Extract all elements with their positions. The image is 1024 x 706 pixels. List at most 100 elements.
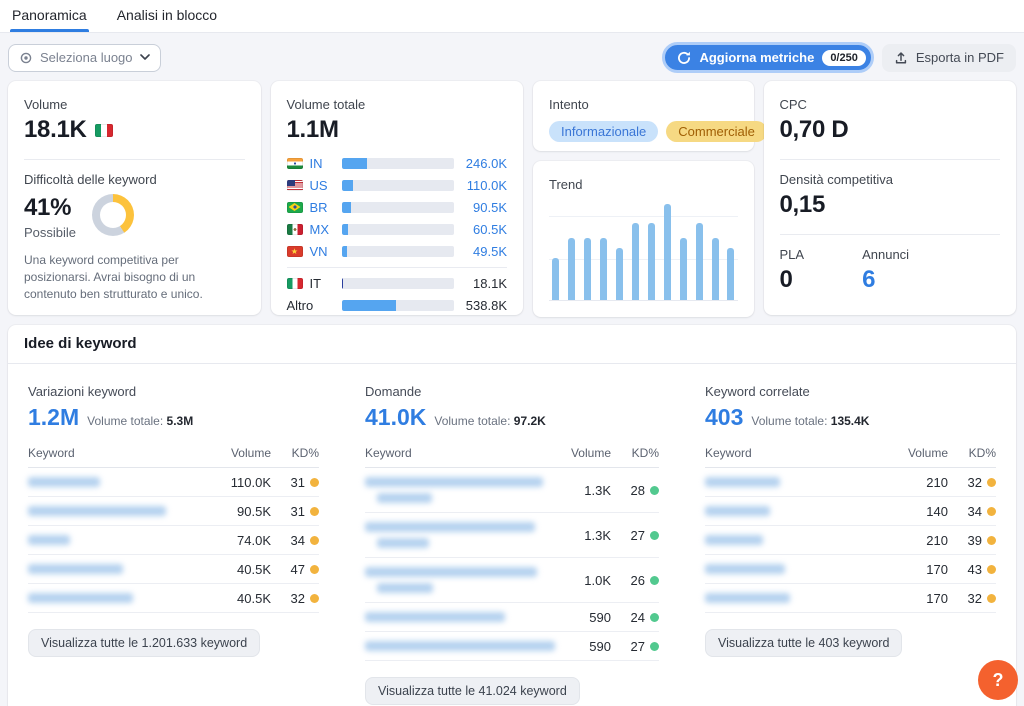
keyword-total-volume: Volume totale: 97.2K <box>434 414 545 428</box>
country-code: Altro <box>287 298 342 313</box>
column-header-kd: KD% <box>271 446 319 460</box>
blurred-keyword-link[interactable] <box>365 632 555 660</box>
kd-dot-icon <box>987 565 996 574</box>
cpc-value: 0,70 D <box>780 116 849 144</box>
blurred-keyword-link[interactable] <box>705 584 892 612</box>
keyword-count-link[interactable]: 41.0K <box>365 404 426 431</box>
divider <box>780 234 1001 235</box>
keyword-kd: 27 <box>611 639 659 654</box>
blurred-keyword-link[interactable] <box>705 497 892 525</box>
volume-value: 18.1K <box>24 116 87 144</box>
kd-dot-icon <box>650 486 659 495</box>
keyword-volume: 40.5K <box>215 591 271 606</box>
trend-bar <box>680 238 687 300</box>
competitive-density-value: 0,15 <box>780 191 826 219</box>
tab-panoramica[interactable]: Panoramica <box>10 0 89 32</box>
country-volume-value[interactable]: 60.5K <box>473 222 507 237</box>
country-row: US 110.0K <box>287 174 508 196</box>
italy-flag-icon <box>95 124 113 137</box>
export-pdf-label: Esporta in PDF <box>916 50 1004 65</box>
keyword-volume: 90.5K <box>215 504 271 519</box>
blurred-keyword-link[interactable] <box>705 555 892 583</box>
tab-analisi-in-blocco[interactable]: Analisi in blocco <box>115 0 219 32</box>
country-row: BR 90.5K <box>287 196 508 218</box>
view-all-button[interactable]: Visualizza tutte le 403 keyword <box>705 629 902 657</box>
keyword-volume: 40.5K <box>215 562 271 577</box>
country-volume-bar <box>342 180 454 191</box>
keyword-row: 14034 <box>705 497 996 526</box>
location-select[interactable]: Seleziona luogo <box>8 44 161 72</box>
kd-dot-icon <box>310 565 319 574</box>
blurred-keyword-link[interactable] <box>28 497 215 525</box>
keyword-row: 74.0K34 <box>28 526 319 555</box>
intent-trend-column: Intento Informazionale Commerciale Trend <box>533 81 754 315</box>
blurred-keyword-link[interactable] <box>365 558 555 602</box>
keyword-difficulty-description: Una keyword competitiva per posizionarsi… <box>24 252 245 303</box>
location-select-label: Seleziona luogo <box>40 50 133 65</box>
keyword-column: Keyword correlate403Volume totale: 135.4… <box>705 384 996 657</box>
country-volume-value[interactable]: 49.5K <box>473 244 507 259</box>
column-header-volume: Volume <box>555 446 611 460</box>
keyword-difficulty-level: Possibile <box>24 225 76 240</box>
kd-donut-chart <box>92 194 134 236</box>
intent-badge-informational[interactable]: Informazionale <box>549 121 658 142</box>
keyword-count-link[interactable]: 1.2M <box>28 404 79 431</box>
country-row: IN 246.0K <box>287 152 508 174</box>
blurred-keyword-link[interactable] <box>365 468 555 512</box>
keyword-volume: 110.0K <box>215 475 271 490</box>
in-flag-icon <box>287 158 303 169</box>
keyword-count-link[interactable]: 403 <box>705 404 743 431</box>
keyword-table: KeywordVolumeKD%210321403421039170431703… <box>705 446 996 613</box>
country-code[interactable]: MX <box>310 222 342 237</box>
blurred-keyword-link[interactable] <box>28 526 215 554</box>
blurred-keyword-link[interactable] <box>28 584 215 612</box>
view-all-button[interactable]: Visualizza tutte le 1.201.633 keyword <box>28 629 260 657</box>
country-row: Altro538.8K <box>287 294 508 316</box>
country-volume-value[interactable]: 90.5K <box>473 200 507 215</box>
blurred-keyword-link[interactable] <box>705 526 892 554</box>
update-metrics-button[interactable]: Aggiorna metriche 0/250 <box>662 42 873 73</box>
metric-cards-row: Volume 18.1K Difficoltà delle keyword 41… <box>0 81 1024 315</box>
blurred-keyword-link[interactable] <box>365 513 555 557</box>
vn-flag-icon <box>287 246 303 257</box>
country-code[interactable]: US <box>310 178 342 193</box>
ads-label: Annunci <box>862 247 909 263</box>
keyword-row: 21032 <box>705 468 996 497</box>
country-volume-bar <box>342 246 454 257</box>
view-all-button[interactable]: Visualizza tutte le 41.024 keyword <box>365 677 580 705</box>
country-volume-value[interactable]: 246.0K <box>466 156 507 171</box>
kd-dot-icon <box>987 478 996 487</box>
pla-label: PLA <box>780 247 805 263</box>
intent-label: Intento <box>549 97 738 113</box>
country-code[interactable]: BR <box>310 200 342 215</box>
keyword-kd: 43 <box>948 562 996 577</box>
country-code[interactable]: VN <box>310 244 342 259</box>
volume-card: Volume 18.1K Difficoltà delle keyword 41… <box>8 81 261 315</box>
country-code[interactable]: IN <box>310 156 342 171</box>
country-code: IT <box>310 276 342 291</box>
country-volume-bar <box>342 278 454 289</box>
blurred-keyword-link[interactable] <box>28 468 215 496</box>
country-volume-list: IN 246.0K US 110.0K BR 90.5K MX 60.5K VN 49.5K IT 1… <box>287 152 508 316</box>
export-pdf-button[interactable]: Esporta in PDF <box>882 44 1016 72</box>
keyword-total-volume: Volume totale: 5.3M <box>87 414 193 428</box>
blurred-keyword-link[interactable] <box>705 468 892 496</box>
keyword-row: 1.3K28 <box>365 468 659 513</box>
help-button[interactable]: ? <box>978 660 1018 700</box>
country-volume-value[interactable]: 110.0K <box>467 178 507 193</box>
intent-card: Intento Informazionale Commerciale <box>533 81 754 151</box>
keyword-ideas-columns: Variazioni keyword1.2MVolume totale: 5.3… <box>8 364 1016 706</box>
keyword-row: 40.5K47 <box>28 555 319 584</box>
cpc-label: CPC <box>780 97 1001 113</box>
keyword-column-label: Domande <box>365 384 659 399</box>
keyword-volume: 170 <box>892 562 948 577</box>
kd-dot-icon <box>987 507 996 516</box>
country-volume-value: 18.1K <box>473 276 507 291</box>
ads-value[interactable]: 6 <box>862 266 875 294</box>
keyword-column: Domande41.0KVolume totale: 97.2KKeywordV… <box>365 384 659 705</box>
intent-badge-commercial[interactable]: Commerciale <box>666 121 767 142</box>
keyword-row: 1.0K26 <box>365 558 659 603</box>
blurred-keyword-link[interactable] <box>28 555 215 583</box>
total-volume-value: 1.1M <box>287 116 339 144</box>
blurred-keyword-link[interactable] <box>365 603 555 631</box>
